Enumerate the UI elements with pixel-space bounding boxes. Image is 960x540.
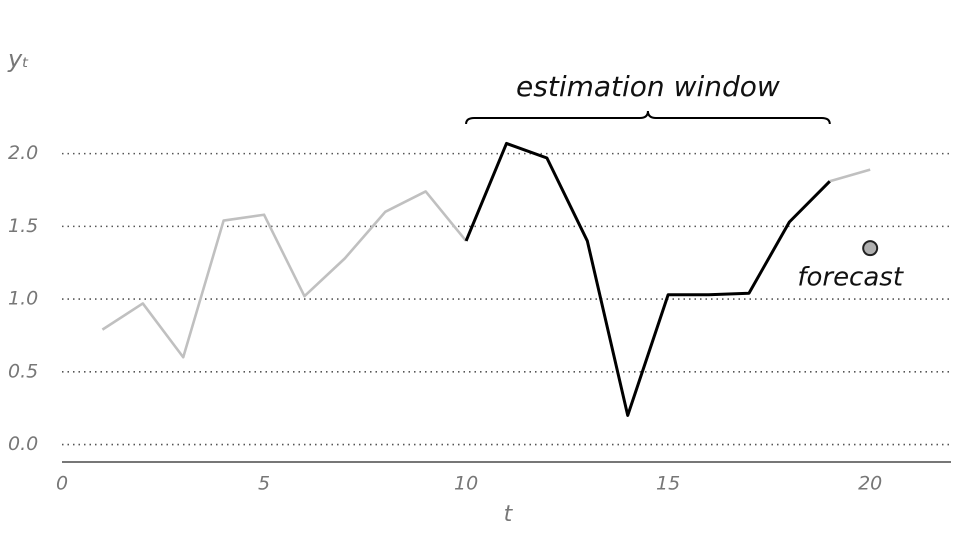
- forecast-point: [862, 240, 879, 257]
- forecast-label: forecast: [797, 263, 904, 293]
- y-tick-label: 0.5: [8, 360, 38, 382]
- series-line: [464, 141, 831, 417]
- x-tick-label: 15: [656, 473, 680, 495]
- series-line: [101, 168, 871, 359]
- y-tick-label: 1.0: [8, 288, 38, 310]
- x-tick-label: 20: [858, 473, 882, 495]
- x-tick-label: 5: [258, 473, 270, 495]
- y-tick-label: 2.0: [8, 142, 38, 164]
- annotation-label: estimation window: [516, 70, 780, 103]
- x-tick-label: 10: [454, 473, 478, 495]
- x-tick-label: 0: [56, 473, 68, 495]
- y-axis-label: yₜ: [7, 45, 29, 73]
- y-tick-label: 0.0: [8, 433, 38, 455]
- y-tick-label: 1.5: [8, 215, 38, 237]
- x-axis-label: t: [504, 502, 514, 527]
- brace: [465, 110, 831, 125]
